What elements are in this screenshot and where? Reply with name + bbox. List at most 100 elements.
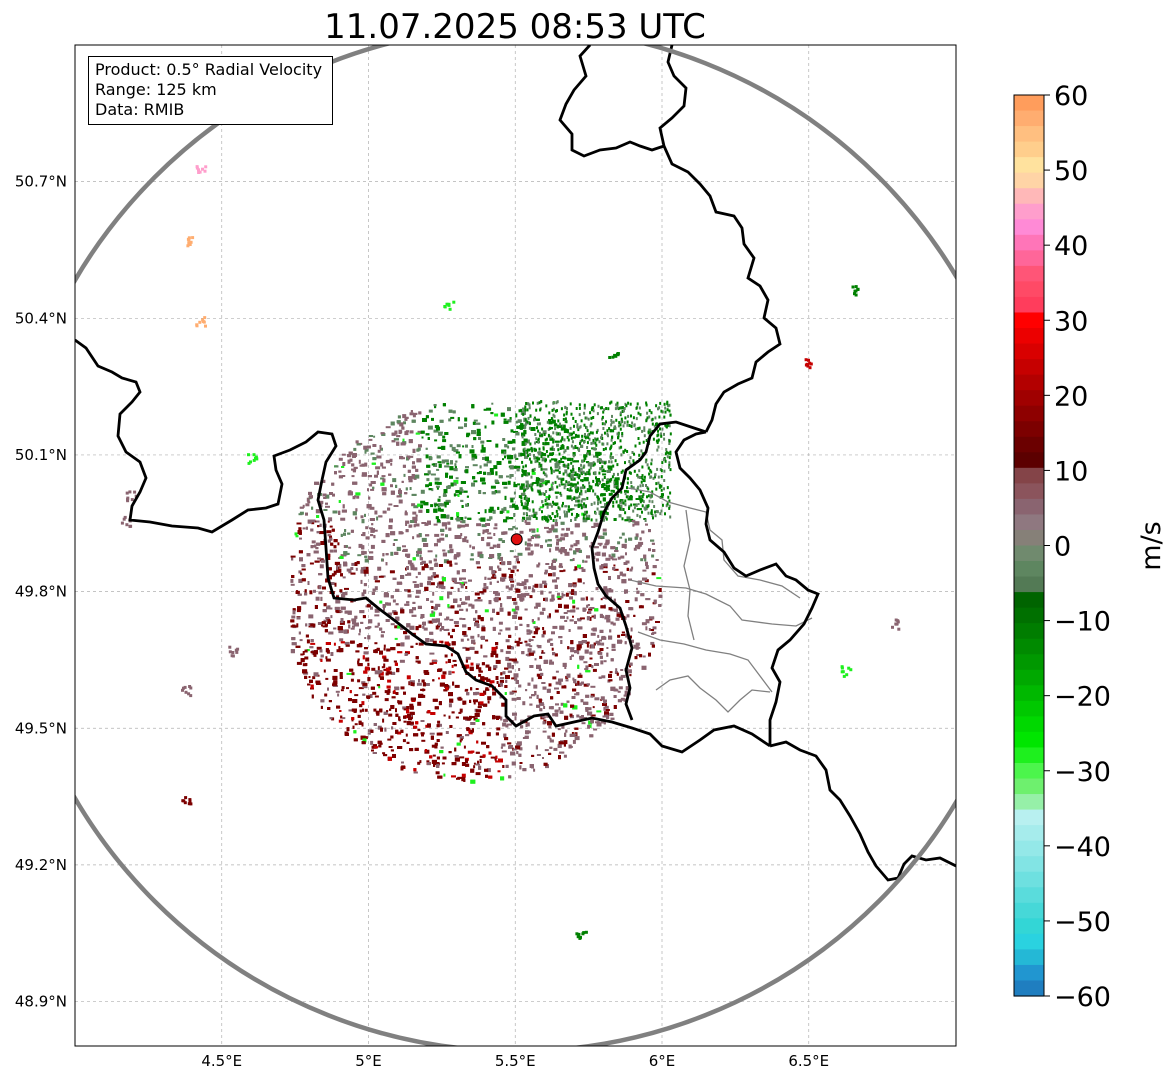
echo-cell [421, 566, 425, 571]
echo-cell [487, 696, 492, 701]
echo-cell [613, 564, 616, 567]
echo-cell [446, 462, 450, 465]
echo-cell [568, 583, 573, 588]
echo-cell [548, 725, 552, 729]
echo-cell [320, 654, 324, 658]
echo-cell [574, 523, 580, 528]
echo-cell [290, 583, 295, 586]
echo-cell [539, 433, 543, 437]
echo-cell [618, 686, 623, 690]
echo-cell [499, 680, 504, 683]
echo-cell [417, 503, 421, 507]
echo-cell [355, 516, 358, 520]
echo-cell [637, 545, 641, 550]
echo-cell [509, 574, 514, 578]
echo-cell [302, 651, 305, 655]
echo-cell [398, 488, 401, 491]
echo-cell [459, 736, 464, 739]
echo-cell [411, 503, 416, 507]
echo-cell [557, 743, 562, 748]
echo-cell [470, 553, 474, 557]
echo-cell [460, 481, 466, 484]
echo-cell [593, 546, 599, 549]
echo-cell [355, 508, 358, 512]
echo-cell [508, 745, 512, 749]
echo-cell [494, 575, 497, 578]
echo-cell [617, 541, 621, 545]
echo-cell [446, 560, 452, 564]
echo-cell [425, 749, 427, 752]
echo-cell [487, 532, 492, 535]
echo-cell [563, 740, 568, 745]
echo-cell [424, 586, 429, 591]
echo-cell [296, 609, 301, 613]
echo-cell [465, 659, 468, 663]
echo-cell [475, 719, 480, 722]
echo-cell [381, 666, 385, 669]
echo-cell [390, 462, 393, 466]
echo-cell [435, 485, 440, 488]
echo-cell [405, 430, 409, 433]
echo-cell [601, 564, 606, 566]
echo-cell [460, 499, 464, 502]
echo-cell [500, 603, 503, 608]
echo-cell [541, 457, 546, 462]
echo-cell [433, 763, 436, 767]
echo-cell [367, 635, 371, 640]
echo-cell [559, 681, 562, 686]
echo-cell [569, 559, 573, 562]
echo-cell [319, 531, 325, 534]
echo-cell [447, 604, 450, 608]
echo-cell [432, 660, 438, 663]
echo-cell [589, 616, 592, 621]
echo-cell [425, 683, 430, 686]
echo-cell [383, 607, 385, 611]
echo-cell [649, 618, 653, 621]
echo-cell [443, 714, 446, 717]
echo-cell [511, 665, 514, 670]
echo-cell [572, 705, 578, 710]
echo-cell [387, 507, 391, 511]
echo-cell [358, 543, 363, 548]
echo-cell [351, 618, 357, 622]
echo-cell [599, 467, 603, 471]
echo-cell [324, 629, 328, 633]
echo-cell [376, 470, 379, 475]
echo-cell [476, 740, 479, 744]
echo-cell [427, 710, 431, 714]
echo-cell [445, 472, 449, 475]
echo-cell [518, 637, 521, 641]
echo-cell [554, 466, 558, 469]
echo-cell [658, 604, 662, 607]
echo-cell [473, 480, 478, 483]
echo-cell [425, 433, 430, 436]
echo-cell [455, 460, 458, 463]
echo-cell [373, 529, 378, 532]
echo-cell [409, 430, 414, 434]
echo-cell [617, 690, 621, 693]
echo-cell [445, 661, 448, 664]
echo-cell [460, 533, 463, 536]
echo-cell [352, 469, 356, 473]
echo-cell [504, 444, 508, 448]
echo-cell [327, 707, 331, 710]
echo-cell [593, 522, 599, 527]
echo-cell [426, 762, 431, 766]
echo-cell [590, 644, 595, 649]
echo-cell [596, 523, 601, 527]
echo-cell [437, 498, 441, 502]
echo-cell [425, 454, 429, 459]
echo-cell [373, 708, 377, 712]
echo-cell [376, 712, 380, 716]
echo-cell [584, 668, 589, 671]
echo-cell [433, 611, 436, 615]
echo-cell [532, 508, 535, 513]
echo-cell [448, 685, 451, 689]
echo-cell [518, 452, 523, 457]
echo-cell [417, 701, 422, 706]
echo-cell [503, 451, 506, 455]
echo-cell [556, 541, 559, 546]
echo-cell [534, 691, 537, 695]
echo-cell [586, 450, 591, 453]
echo-cell [543, 762, 548, 766]
